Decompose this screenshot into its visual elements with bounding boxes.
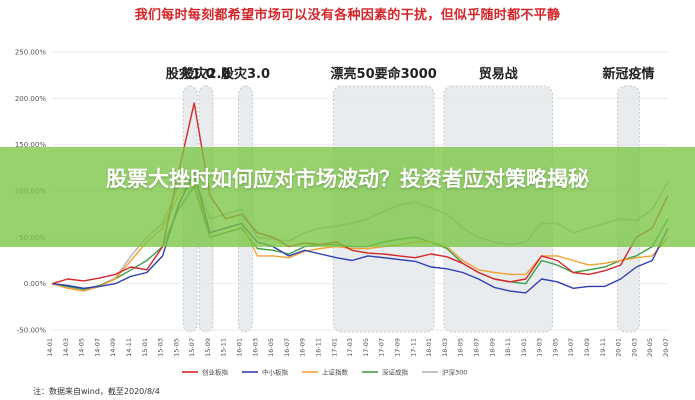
x-tick-label: 20-03	[630, 338, 638, 357]
x-tick-label: 20-01	[615, 338, 623, 357]
x-tick-label: 16-01	[236, 338, 244, 357]
x-tick-label: 16-03	[251, 338, 259, 357]
event-label: 股灾1.0	[166, 66, 215, 82]
x-tick-label: 18-09	[488, 338, 496, 357]
x-tick-label: 16-07	[283, 338, 291, 357]
x-tick-label: 14-05	[78, 338, 86, 357]
x-tick-label: 16-11	[315, 338, 323, 357]
y-tick-label: -50.00%	[17, 327, 47, 335]
x-tick-label: 15-09	[204, 338, 212, 357]
x-tick-label: 20-05	[646, 338, 654, 357]
x-tick-label: 19-11	[599, 338, 607, 357]
event-label: 股灾3.0	[221, 66, 270, 82]
banner-title: 股票大挫时如何应对市场波动？投资者应对策略揭秘	[106, 167, 589, 191]
series-line	[51, 102, 669, 285]
x-tick-label: 17-11	[409, 338, 417, 357]
x-tick-label: 19-05	[551, 338, 559, 357]
x-tick-label: 17-09	[393, 338, 401, 357]
x-tick-label: 14-11	[125, 338, 133, 357]
event-label: 贸易战	[479, 66, 518, 82]
x-tick-label: 15-03	[157, 338, 165, 357]
legend: 创业板指 中小板指 上证指数 深证成指 沪深300	[182, 368, 467, 377]
x-tick-label: 17-05	[362, 338, 370, 357]
event-label: 漂亮50要命3000	[331, 66, 437, 82]
chart-caption: 我们每时每刻都希望市场可以没有各种因素的干扰，但似乎随时都不平静	[134, 8, 561, 23]
x-tick-label: 18-03	[441, 338, 449, 357]
x-tick-label: 18-07	[472, 338, 480, 357]
x-tick-label: 18-05	[457, 338, 465, 357]
title-banner: 股票大挫时如何应对市场波动？投资者应对策略揭秘	[0, 147, 695, 247]
y-tick-label: 0.00%	[24, 280, 47, 288]
x-tick-label: 14-01	[46, 338, 54, 357]
x-tick-label: 18-01	[425, 338, 433, 357]
source-footnote: 注：数据来自wind，截至2020/8/4	[33, 387, 160, 396]
x-tick-label: 18-11	[504, 338, 512, 357]
x-tick-label: 15-01	[141, 338, 149, 357]
event-label: 股灾2.0	[181, 66, 230, 82]
x-tick-labels: 14-01 14-03 14-05 14-07 14-09 14-11 15-01 15-03…	[46, 338, 670, 357]
x-tick-label: 16-09	[299, 338, 307, 357]
x-tick-label: 14-09	[109, 338, 117, 357]
x-tick-label: 16-05	[267, 338, 275, 357]
legend-label: 创业板指	[202, 368, 229, 377]
legend-label: 中小板指	[262, 368, 289, 377]
series-line	[51, 171, 669, 294]
x-tick-label: 17-03	[346, 338, 354, 357]
x-tick-label: 20-07	[662, 338, 670, 357]
x-tick-label: 14-07	[93, 338, 101, 357]
x-tick-label: 15-07	[188, 338, 196, 357]
x-tick-label: 19-09	[583, 338, 591, 357]
x-tick-label: 15-11	[220, 338, 228, 357]
x-tick-label: 19-03	[536, 338, 544, 357]
legend-label: 上证指数	[322, 368, 349, 377]
x-tick-label: 19-01	[520, 338, 528, 357]
x-tick-label: 14-03	[62, 338, 70, 357]
y-tick-label: 200.00%	[15, 95, 46, 103]
y-tick-label: 250.00%	[15, 49, 46, 57]
x-tick-label: 19-07	[567, 338, 575, 357]
x-tick-label: 17-01	[330, 338, 338, 357]
legend-label: 沪深300	[442, 368, 467, 377]
x-tick-label: 15-05	[172, 338, 180, 357]
x-tick-label: 17-07	[378, 338, 386, 357]
event-label: 新冠疫情	[603, 66, 655, 82]
y-tick-label: 150.00%	[15, 141, 46, 149]
legend-label: 深证成指	[382, 368, 409, 377]
